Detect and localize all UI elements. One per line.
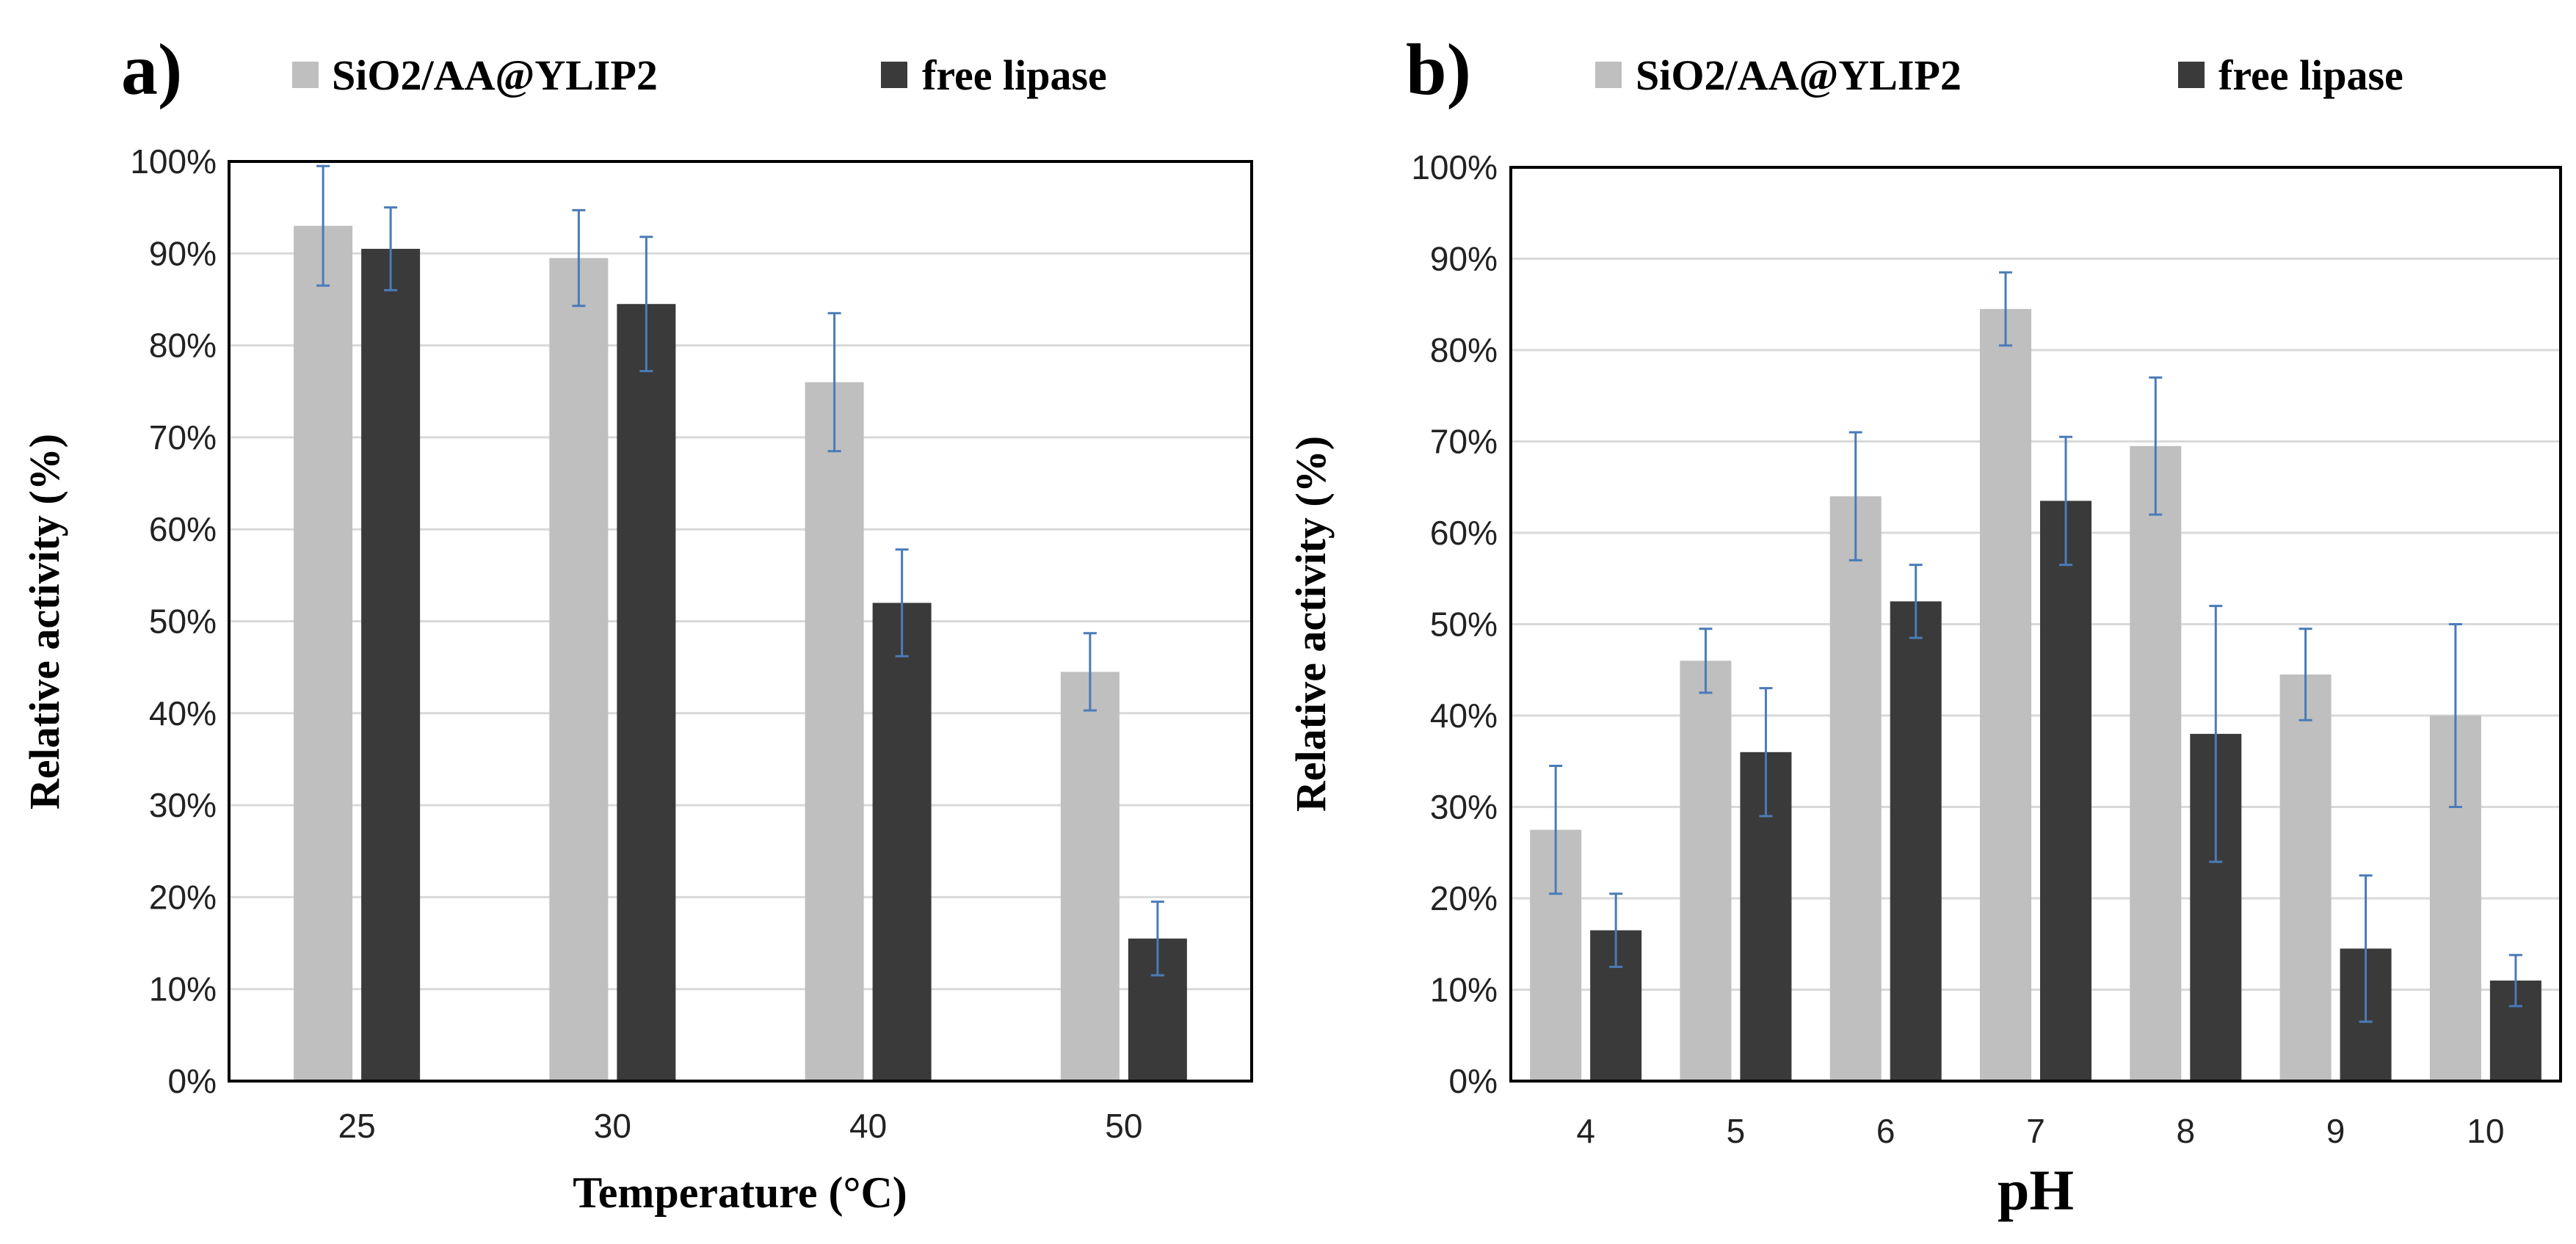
panel-a-x-ticks: 25 30 40 50 (338, 1107, 1143, 1145)
x-tick-label: 40 (849, 1107, 887, 1145)
error-bar-free-25 (384, 206, 398, 291)
panel-a-y-ticks: 0% 10% 20% 30% 40% 50% 60% 70% 80% 90% 100% (130, 142, 217, 1100)
y-tick-label: 30% (1430, 788, 1498, 826)
panel-a-label: a) (121, 29, 182, 110)
x-tick-label: 10 (2467, 1112, 2504, 1150)
bar-immobilized-6 (1829, 496, 1882, 1081)
y-tick-label: 50% (149, 603, 217, 641)
y-tick-label: 80% (1430, 331, 1498, 369)
y-tick-label: 100% (130, 142, 217, 181)
x-tick-label: 5 (1727, 1112, 1746, 1150)
error-bar-immobilized-4 (1549, 764, 1563, 895)
panel-a-bars (294, 225, 1187, 1082)
bar-immobilized-5 (1680, 661, 1732, 1081)
error-bar-free-4 (1609, 892, 1623, 968)
x-tick-label: 4 (1576, 1112, 1595, 1150)
y-tick-label: 0% (168, 1062, 217, 1100)
bar-immobilized-40 (805, 382, 864, 1081)
panel-b-x-axis-label: pH (1998, 1158, 2074, 1222)
y-tick-label: 10% (1430, 971, 1498, 1009)
error-bar-free-50 (1150, 901, 1164, 977)
legend-b-swatch-free (2178, 62, 2205, 88)
y-tick-label: 90% (1430, 240, 1498, 278)
error-bar-immobilized-9 (2299, 628, 2312, 721)
legend-a-label-immobilized: SiO2/AA@YLIP2 (332, 51, 658, 99)
panel-b-ph-chart: b) SiO2/AA@YLIP2 free lipase 0% 10% 20% 30%… (1287, 29, 2562, 1222)
y-tick-label: 50% (1430, 605, 1498, 644)
legend-a-label-free: free lipase (922, 51, 1107, 99)
y-tick-label: 80% (149, 327, 217, 365)
bar-immobilized-8 (2130, 445, 2182, 1081)
error-bar-immobilized-5 (1699, 628, 1713, 694)
x-tick-label: 30 (594, 1107, 631, 1145)
y-tick-label: 20% (1430, 879, 1498, 917)
y-tick-label: 60% (1430, 514, 1498, 552)
error-bar-free-40 (895, 548, 909, 658)
error-bar-immobilized-40 (827, 312, 841, 453)
bar-immobilized-9 (2279, 674, 2332, 1081)
error-bar-immobilized-8 (2149, 376, 2163, 516)
y-tick-label: 70% (1430, 423, 1498, 461)
panel-b-bars (1530, 308, 2541, 1082)
panel-b-y-ticks: 0% 10% 20% 30% 40% 50% 60% 70% 80% 90% 100% (1411, 148, 1498, 1100)
error-bar-free-6 (1909, 564, 1923, 639)
bar-immobilized-7 (1980, 308, 2031, 1082)
error-bar-free-9 (2359, 874, 2373, 1023)
x-tick-label: 7 (2026, 1112, 2045, 1150)
y-tick-label: 10% (149, 970, 217, 1008)
bar-free-7 (2040, 501, 2091, 1081)
panel-a-x-axis-label: Temperature (°C) (573, 1168, 907, 1217)
panel-a-y-axis-label: Relative activity (%) (21, 434, 68, 810)
bar-free-25 (361, 249, 421, 1081)
error-bar-free-30 (639, 236, 653, 373)
y-tick-label: 60% (149, 510, 217, 548)
error-bar-immobilized-50 (1083, 632, 1097, 712)
panel-b-label: b) (1406, 29, 1471, 110)
error-bar-immobilized-7 (1999, 271, 2012, 347)
panel-b-x-ticks: 4 5 6 7 8 9 10 (1576, 1112, 2504, 1150)
legend-a-swatch-immobilized (292, 62, 319, 88)
panel-b-gridlines (1511, 258, 2561, 991)
error-bar-free-10 (2508, 953, 2522, 1008)
y-tick-label: 0% (1449, 1062, 1498, 1100)
y-tick-label: 40% (1430, 696, 1498, 735)
y-tick-label: 30% (149, 786, 217, 824)
bar-free-30 (617, 304, 676, 1082)
x-tick-label: 6 (1876, 1112, 1895, 1150)
panel-b-y-axis-label: Relative activity (%) (1287, 436, 1335, 812)
y-tick-label: 100% (1411, 148, 1498, 186)
error-bar-free-8 (2209, 605, 2223, 863)
bar-free-40 (872, 603, 932, 1081)
bar-immobilized-50 (1060, 672, 1120, 1081)
bar-immobilized-30 (549, 258, 609, 1082)
error-bar-free-7 (2059, 435, 2072, 567)
panel-b-plot-frame (1509, 166, 2562, 1083)
legend-a-swatch-free (881, 62, 907, 88)
legend-b-swatch-immobilized (1595, 62, 1622, 88)
y-tick-label: 70% (149, 418, 217, 457)
x-tick-label: 50 (1105, 1107, 1142, 1145)
panel-b-error-bars (1549, 271, 2522, 1023)
y-tick-label: 90% (149, 234, 217, 272)
panel-a-temperature-chart: a) SiO2/AA@YLIP2 free lipase 0% 10% 20% 30%… (21, 29, 1253, 1217)
y-tick-label: 40% (149, 694, 217, 732)
error-bar-free-5 (1759, 687, 1773, 818)
error-bar-immobilized-30 (572, 208, 586, 308)
error-bar-immobilized-25 (316, 164, 330, 287)
legend-b-label-immobilized: SiO2/AA@YLIP2 (1636, 51, 1962, 99)
panel-a-error-bars (316, 164, 1164, 977)
panel-a-plot-frame (228, 160, 1253, 1083)
x-tick-label: 25 (338, 1107, 376, 1145)
bar-free-6 (1890, 601, 1942, 1081)
bar-immobilized-25 (294, 225, 353, 1082)
error-bar-immobilized-10 (2448, 623, 2462, 808)
y-tick-label: 20% (149, 878, 217, 916)
x-tick-label: 9 (2326, 1112, 2345, 1150)
error-bar-immobilized-6 (1848, 431, 1862, 561)
legend-b-label-free: free lipase (2218, 51, 2403, 99)
x-tick-label: 8 (2176, 1112, 2195, 1150)
